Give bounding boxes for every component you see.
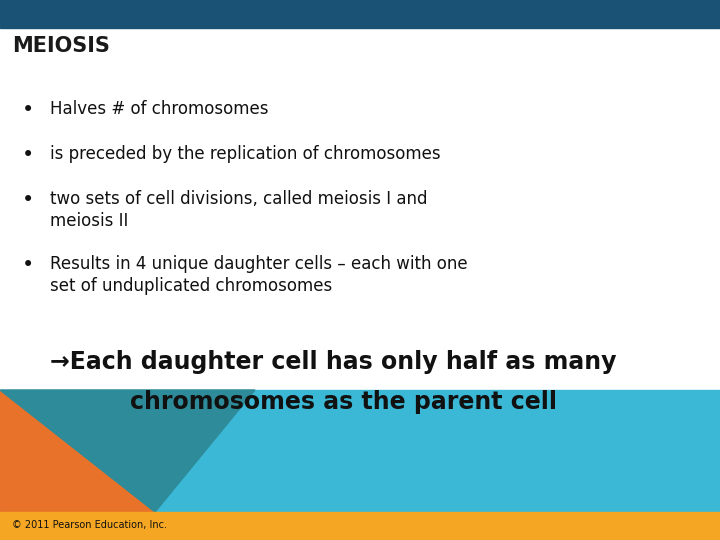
Text: •: •: [22, 145, 34, 165]
Polygon shape: [0, 390, 255, 512]
Text: Results in 4 unique daughter cells – each with one
set of unduplicated chromosom: Results in 4 unique daughter cells – eac…: [50, 255, 467, 295]
Text: •: •: [22, 255, 34, 275]
Bar: [0, 390, 720, 512]
Text: is preceded by the replication of chromosomes: is preceded by the replication of chromo…: [50, 145, 441, 163]
Bar: [0, 0, 720, 28]
Text: chromosomes as the parent cell: chromosomes as the parent cell: [130, 390, 557, 414]
Text: MEIOSIS: MEIOSIS: [12, 36, 110, 56]
Polygon shape: [0, 390, 155, 512]
Text: •: •: [22, 190, 34, 210]
Bar: [0, 512, 720, 540]
Text: →Each daughter cell has only half as many: →Each daughter cell has only half as man…: [50, 350, 616, 374]
Text: © 2011 Pearson Education, Inc.: © 2011 Pearson Education, Inc.: [12, 520, 167, 530]
Text: Halves # of chromosomes: Halves # of chromosomes: [50, 100, 269, 118]
Text: two sets of cell divisions, called meiosis I and
meiosis II: two sets of cell divisions, called meios…: [50, 190, 428, 230]
Text: •: •: [22, 100, 34, 120]
